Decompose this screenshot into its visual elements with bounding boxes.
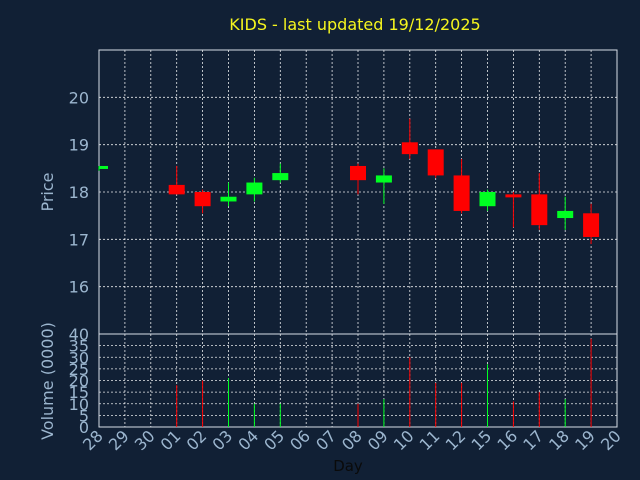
- day-tick-label: 09: [364, 426, 392, 454]
- day-tick-label: 20: [597, 426, 625, 454]
- day-tick-label: 10: [390, 426, 418, 454]
- candle-body: [168, 184, 185, 195]
- day-tick-label: 01: [157, 426, 185, 454]
- day-tick-label: 18: [545, 426, 573, 454]
- candle-body: [453, 175, 470, 211]
- candle-body: [583, 213, 600, 237]
- chart-title: KIDS - last updated 19/12/2025: [229, 15, 480, 34]
- day-tick-label: 07: [312, 426, 340, 454]
- day-tick-label: 17: [519, 426, 547, 454]
- volume-tick-label: 40: [69, 325, 89, 344]
- day-tick-label: 11: [416, 426, 444, 454]
- candle-body: [401, 142, 418, 155]
- candle-body: [531, 194, 548, 226]
- day-tick-label: 03: [208, 426, 236, 454]
- volume-tick-label: 10: [69, 395, 89, 414]
- day-tick-label: 16: [493, 426, 521, 454]
- volume-tick-label: 5: [79, 406, 89, 425]
- day-tick-label: 06: [286, 426, 314, 454]
- price-tick-label: 20: [69, 88, 89, 107]
- price-tick-label: 18: [69, 183, 89, 202]
- day-tick-label: 12: [442, 426, 470, 454]
- candle-body: [220, 196, 237, 202]
- candle-body: [375, 175, 392, 183]
- day-axis-label: Day: [333, 457, 363, 475]
- candles: [98, 118, 600, 245]
- day-tick-label: 05: [260, 426, 288, 454]
- day-tick-label: 15: [467, 426, 495, 454]
- candle-body: [272, 173, 289, 181]
- day-tick-label: 08: [338, 426, 366, 454]
- day-tick-label: 29: [105, 426, 133, 454]
- candle-body: [479, 192, 496, 207]
- day-tick-label: 04: [234, 426, 262, 454]
- candle-body: [99, 165, 108, 169]
- day-axis-labels: 2829300102030405060708091011121516171819…: [79, 426, 625, 454]
- price-axis-label: Price: [38, 172, 57, 211]
- candle-body: [194, 192, 211, 207]
- volume-tick-label: 30: [69, 348, 89, 367]
- day-tick-label: 30: [131, 426, 159, 454]
- candle-body: [427, 149, 444, 176]
- volume-axis-label: Volume (0000): [38, 322, 57, 440]
- price-tick-label: 19: [69, 136, 89, 155]
- volume-tick-label: 0: [79, 418, 89, 437]
- volume-tick-label: 25: [69, 360, 89, 379]
- volume-tick-label: 35: [69, 337, 89, 356]
- candle-body: [350, 165, 366, 181]
- candle-body: [557, 210, 574, 219]
- volume-tick-label: 15: [69, 383, 89, 402]
- price-axis-ticks: 16 17 18 19 20: [69, 88, 89, 296]
- candle-body: [246, 182, 263, 195]
- day-tick-label: 02: [183, 426, 211, 454]
- volume-bars: [176, 338, 592, 427]
- volume-tick-label: 20: [69, 372, 89, 391]
- candle-body: [505, 194, 522, 198]
- day-tick-label: 19: [571, 426, 599, 454]
- price-tick-label: 17: [69, 230, 89, 249]
- price-tick-label: 16: [69, 278, 89, 297]
